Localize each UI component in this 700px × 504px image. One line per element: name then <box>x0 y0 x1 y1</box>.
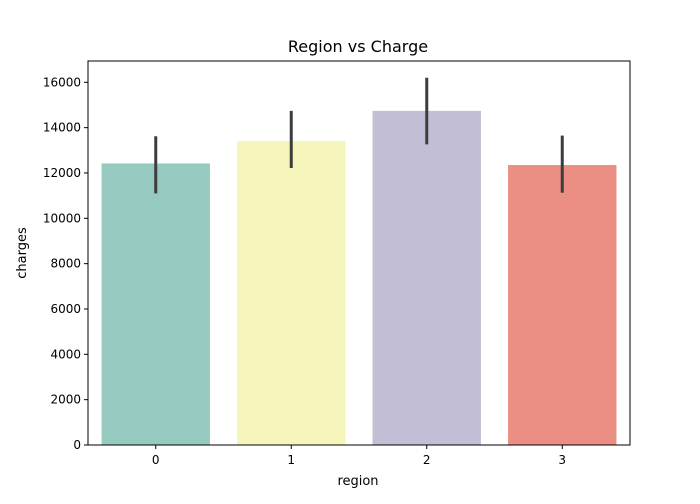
x-tick-label: 1 <box>287 453 295 467</box>
y-tick-label: 0 <box>73 438 81 452</box>
y-axis-label: charges <box>15 227 30 279</box>
bar-1 <box>237 141 346 445</box>
x-tick-label: 0 <box>152 453 160 467</box>
plot-area: 0 2000 4000 6000 8000 10000 12000 14000 16000 0 1 2… <box>43 60 631 467</box>
y-tick-label: 16000 <box>43 75 81 89</box>
y-tick-label: 6000 <box>50 302 81 316</box>
bar-2 <box>372 110 481 446</box>
bar-3 <box>508 165 617 445</box>
y-tick-label: 12000 <box>43 166 81 180</box>
x-tick-label: 3 <box>558 453 566 467</box>
y-tick-label: 14000 <box>43 121 81 135</box>
y-tick-label: 4000 <box>50 347 81 361</box>
plot-frame <box>87 60 631 446</box>
y-tick-label: 10000 <box>43 211 81 225</box>
chart-title: Region vs Charge <box>288 37 428 56</box>
y-tick-label: 2000 <box>50 393 81 407</box>
x-tick-label: 2 <box>423 453 431 467</box>
x-axis-label: region <box>337 474 378 489</box>
bar-0 <box>101 163 210 445</box>
y-tick-label: 8000 <box>50 257 81 271</box>
